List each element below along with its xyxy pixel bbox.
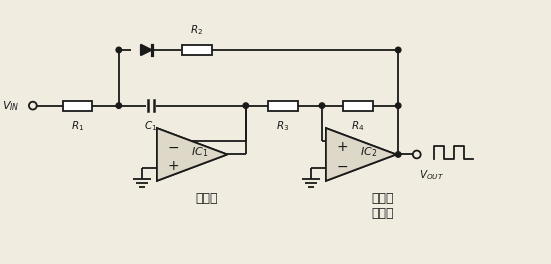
- Text: 施密特
触发器: 施密特 触发器: [371, 192, 394, 220]
- Circle shape: [243, 103, 249, 108]
- Text: $-$: $-$: [166, 140, 179, 154]
- Circle shape: [319, 103, 325, 108]
- Circle shape: [396, 152, 401, 157]
- Bar: [343, 101, 373, 111]
- Circle shape: [396, 103, 401, 108]
- Polygon shape: [157, 128, 227, 181]
- Text: $R_3$: $R_3$: [276, 119, 290, 133]
- Polygon shape: [326, 128, 396, 181]
- Text: IC$_2$: IC$_2$: [360, 146, 377, 159]
- Circle shape: [116, 47, 122, 53]
- Polygon shape: [157, 128, 227, 181]
- Text: $R_2$: $R_2$: [191, 23, 203, 37]
- Bar: [182, 45, 212, 55]
- Polygon shape: [141, 45, 152, 55]
- Bar: [268, 101, 298, 111]
- Circle shape: [396, 47, 401, 53]
- Text: $+$: $+$: [166, 159, 179, 173]
- Text: $V_{IN}$: $V_{IN}$: [2, 99, 19, 112]
- Polygon shape: [326, 128, 396, 181]
- Bar: [63, 101, 93, 111]
- Text: IC$_1$: IC$_1$: [191, 146, 209, 159]
- Text: $+$: $+$: [336, 140, 348, 154]
- Text: $-$: $-$: [336, 159, 348, 173]
- Text: $R_4$: $R_4$: [352, 119, 365, 133]
- Text: $R_1$: $R_1$: [71, 119, 84, 133]
- Text: $C_1$: $C_1$: [144, 119, 158, 133]
- Text: 积分器: 积分器: [196, 192, 218, 205]
- Text: $V_{OUT}$: $V_{OUT}$: [419, 168, 444, 182]
- Circle shape: [29, 102, 37, 110]
- Circle shape: [116, 103, 122, 108]
- Circle shape: [413, 150, 420, 158]
